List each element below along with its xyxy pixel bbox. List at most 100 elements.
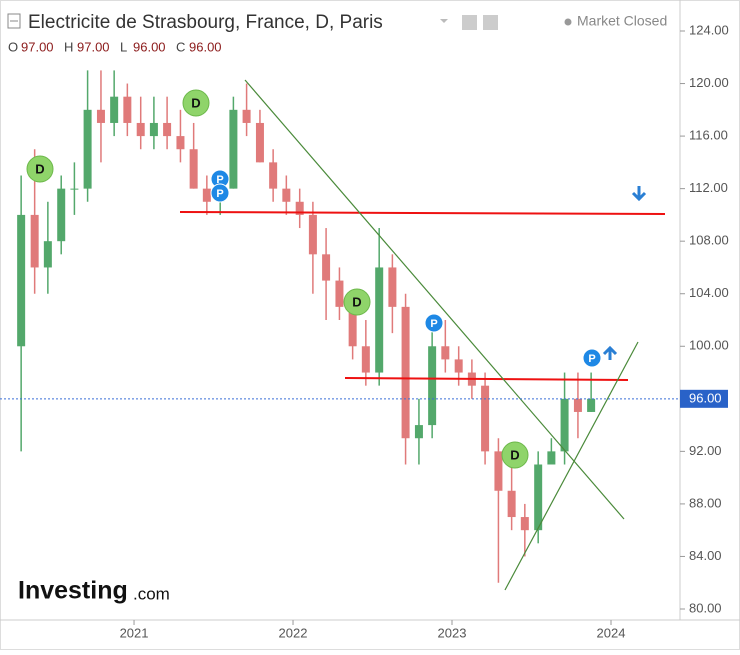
candle-body — [70, 188, 79, 190]
ohlc-letter: L — [120, 39, 127, 54]
marker-label: D — [510, 447, 519, 462]
candle-body — [123, 96, 132, 123]
settings-icon[interactable] — [483, 15, 498, 30]
candle-body — [428, 346, 437, 426]
candle-body — [163, 122, 172, 137]
candle-body — [587, 398, 596, 412]
plot-area — [17, 70, 596, 583]
candle-body — [348, 306, 357, 347]
candle-body — [481, 385, 490, 452]
ohlc-value: 97.00 — [21, 39, 54, 54]
candle-body — [229, 109, 238, 189]
candle-body — [189, 149, 198, 189]
ohlc-value: 97.00 — [77, 39, 110, 54]
candle-body — [202, 188, 211, 202]
dropdown[interactable] — [440, 19, 448, 23]
candle-body — [295, 201, 304, 215]
y-tick-label: 124.00 — [689, 22, 729, 37]
dividend-marker — [501, 441, 529, 469]
x-tick-label: 2023 — [438, 625, 467, 640]
candle-body — [149, 122, 158, 137]
marker-label: P — [216, 174, 223, 186]
candle-body — [560, 398, 569, 452]
resistance-line — [344, 377, 629, 381]
candle-body — [176, 136, 185, 150]
y-tick-label: 88.00 — [689, 495, 722, 510]
marker-label: P — [588, 353, 595, 365]
logo: Investing — [18, 577, 128, 605]
x-tick-label: 2024 — [597, 625, 626, 640]
candle-body — [547, 451, 556, 465]
candle-body — [375, 267, 384, 373]
candle-body — [57, 188, 66, 242]
candle-body — [441, 346, 450, 360]
candle-body — [83, 109, 92, 189]
candle-body — [507, 490, 516, 518]
y-tick-label: 100.00 — [689, 338, 729, 353]
marker-label: D — [352, 294, 361, 309]
candle-body — [534, 464, 543, 531]
ohlc-letter: H — [64, 39, 73, 54]
event-marker — [424, 313, 444, 333]
ohlc-letter: O — [8, 39, 18, 54]
candle-body — [401, 306, 410, 439]
y-tick-label: 120.00 — [689, 75, 729, 90]
candle-body — [388, 267, 397, 307]
y-tick-label: 80.00 — [689, 600, 722, 615]
candle-body — [30, 214, 39, 268]
y-tick-label: 104.00 — [689, 285, 729, 300]
candle-body — [494, 451, 503, 491]
dividend-marker — [182, 89, 210, 117]
trend-line — [504, 341, 639, 591]
marker-label: D — [35, 161, 44, 176]
last-price-tag — [680, 389, 728, 408]
status-dot — [564, 18, 572, 26]
y-tick-label: 84.00 — [689, 548, 722, 563]
collapse-icon[interactable] — [7, 13, 21, 29]
marker-label: D — [191, 95, 200, 110]
candle-body — [43, 241, 52, 268]
candle-body — [573, 398, 582, 412]
y-tick-label: 116.00 — [689, 128, 728, 143]
candle-body — [308, 214, 317, 255]
y-tick-label: 108.00 — [689, 233, 729, 248]
event-marker — [582, 348, 602, 368]
marker-label: P — [430, 318, 437, 330]
ohlc-value: 96.00 — [189, 39, 222, 54]
eye-icon[interactable] — [462, 15, 477, 30]
ohlc-letter: C — [176, 39, 185, 54]
y-tick-label: 92.00 — [689, 443, 722, 458]
x-tick-label: 2021 — [120, 625, 149, 640]
logo-suffix: .com — [133, 584, 170, 603]
candle-body — [96, 109, 105, 123]
candle-body — [136, 122, 145, 137]
last-price-label: 96.00 — [689, 390, 722, 405]
candle-body — [255, 122, 264, 163]
dividend-marker — [26, 155, 54, 183]
support-line — [179, 211, 666, 215]
candle-body — [335, 280, 344, 307]
candle-body — [414, 425, 423, 439]
x-tick-label: 2022 — [279, 625, 308, 640]
candle-body — [269, 162, 278, 189]
candle-body — [361, 346, 370, 373]
dividend-marker — [343, 288, 371, 316]
event-marker — [210, 183, 230, 203]
candle-body — [454, 359, 463, 373]
down-arrow — [631, 186, 647, 202]
marker-label: P — [216, 188, 223, 200]
up-arrow — [602, 345, 618, 360]
ohlc-row: O 97.00 H 97.00 L 96.00 C 96.00 — [8, 39, 222, 54]
candle-body — [110, 96, 119, 123]
candle-body — [17, 214, 26, 347]
candle-body — [242, 109, 251, 123]
market-status: Market Closed — [577, 13, 667, 29]
trend-line — [244, 79, 625, 520]
candle-body — [322, 254, 331, 281]
y-tick-label: 112.00 — [689, 180, 728, 195]
ohlc-value: 96.00 — [133, 39, 166, 54]
chart-title: Electricite de Strasbourg, France, D, Pa… — [28, 12, 383, 33]
candle-body — [282, 188, 291, 202]
